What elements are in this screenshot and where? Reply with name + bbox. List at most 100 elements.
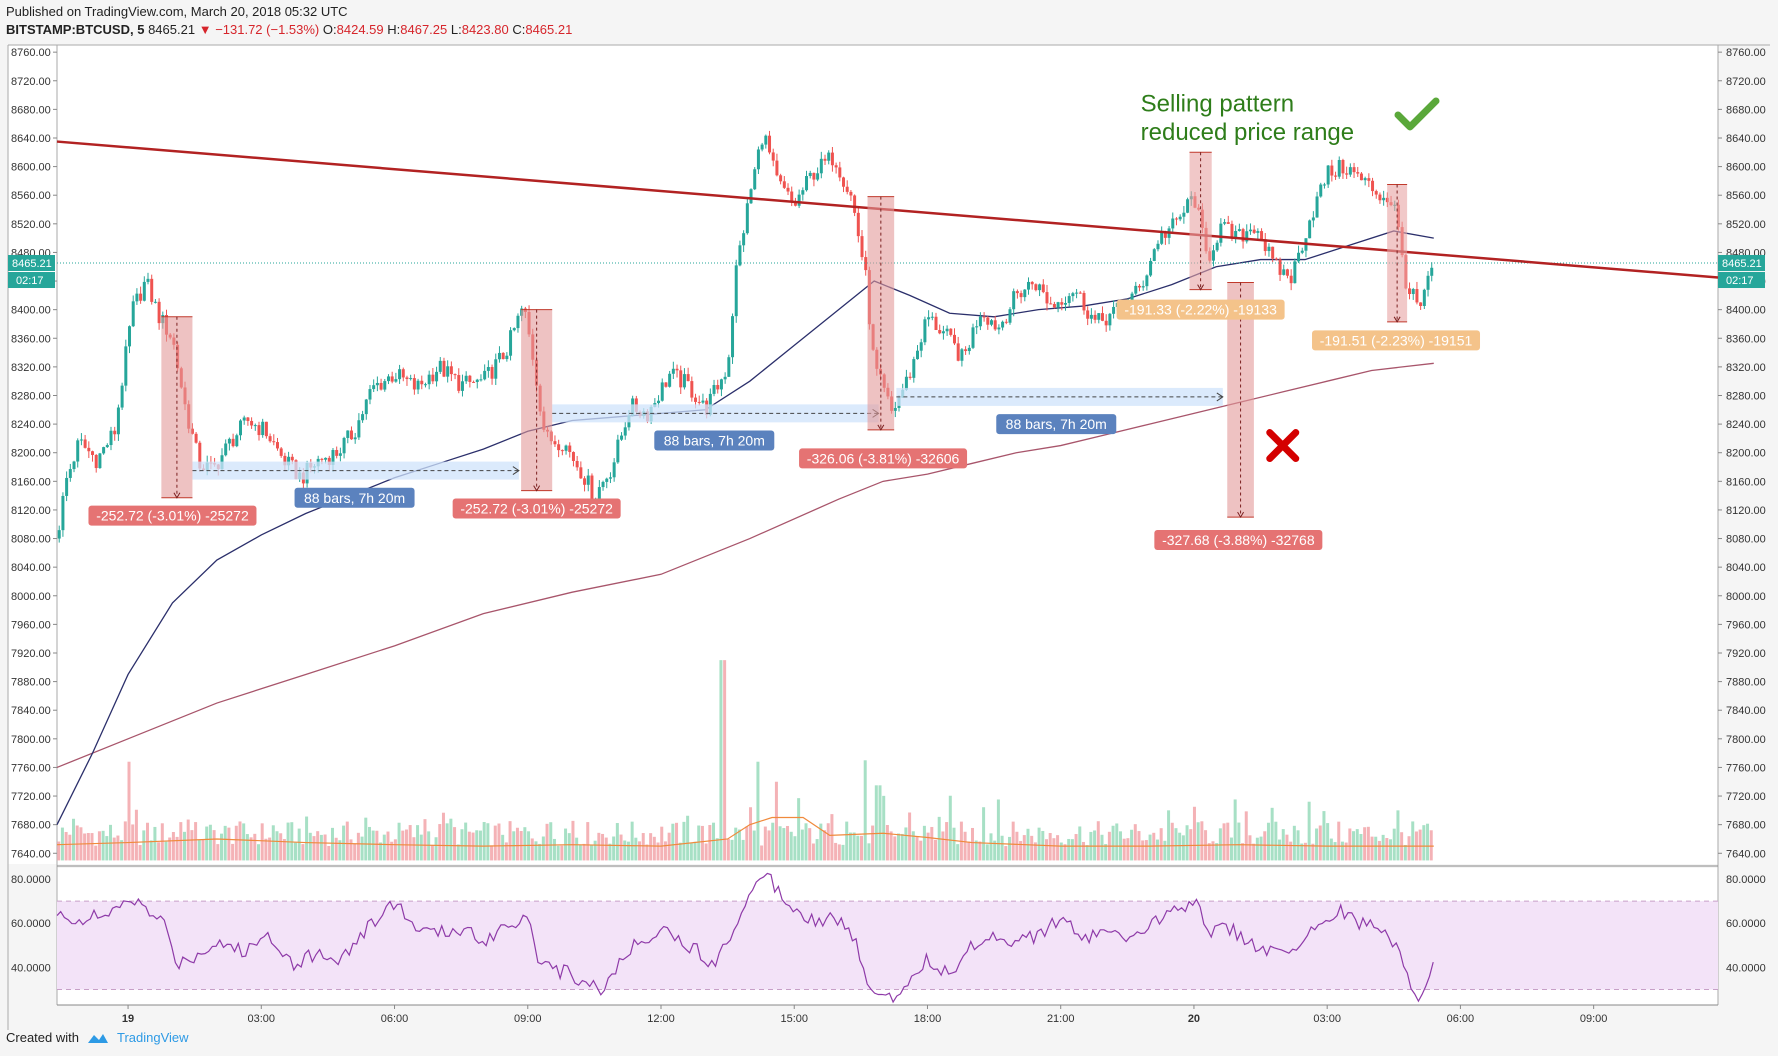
volume-bar — [356, 832, 360, 861]
candle-body — [349, 430, 353, 440]
volume-bar — [719, 660, 723, 861]
candle-body — [61, 495, 65, 531]
candle-body — [1130, 293, 1134, 304]
candle-body — [324, 457, 328, 460]
candle-body — [1230, 223, 1234, 238]
candle-body — [660, 382, 664, 401]
candle-body — [1348, 167, 1352, 175]
volume-bar — [545, 823, 549, 861]
time-tick-label: 06:00 — [381, 1013, 409, 1025]
price-range-label: -252.72 (-3.01%) -25272 — [460, 501, 613, 517]
candle-body — [279, 448, 283, 456]
volume-bar — [530, 838, 534, 861]
price-tick-label-left: 7720.00 — [11, 791, 51, 803]
volume-average-line — [56, 816, 1434, 847]
volume-bar — [1163, 840, 1167, 861]
candle-body — [1211, 250, 1215, 261]
candle-body — [1049, 303, 1053, 305]
volume-bar — [1403, 844, 1407, 861]
candle-body — [431, 374, 435, 382]
candle-body — [446, 366, 450, 377]
price-tick-label-left: 8160.00 — [11, 476, 51, 488]
volume-bar — [552, 838, 556, 861]
candle-body — [1263, 239, 1267, 252]
footer: Created with TradingView — [6, 1030, 189, 1045]
candle-body — [682, 374, 686, 388]
volume-bar — [571, 820, 575, 861]
candle-body — [623, 427, 627, 436]
arrow-head-icon — [512, 466, 520, 476]
volume-bar — [1174, 828, 1178, 861]
volume-bar — [1218, 828, 1222, 861]
candle-body — [346, 430, 350, 438]
candle-body — [438, 360, 442, 372]
volume-bar — [589, 844, 593, 861]
time-tick-label: 12:00 — [647, 1013, 675, 1025]
price-chart[interactable]: 8760.00 8760.00 8720.00 8720.00 8680.00 8680.… — [0, 40, 1778, 1030]
price-range-band — [1227, 282, 1254, 518]
volume-bar — [900, 833, 904, 861]
candle-body — [150, 278, 154, 302]
volume-bar — [449, 818, 453, 861]
volume-bar — [1059, 842, 1063, 861]
volume-bar — [830, 814, 834, 861]
candle-body — [287, 456, 291, 466]
volume-bar — [1244, 811, 1248, 861]
candle-body — [916, 350, 920, 360]
candle-body — [442, 360, 446, 377]
volume-bar — [826, 823, 830, 861]
candle-body — [1245, 231, 1249, 242]
volume-bar — [1011, 821, 1015, 861]
date-range-label-bg — [654, 430, 775, 451]
volume-bar — [1181, 835, 1185, 861]
volume-bar — [1044, 839, 1048, 861]
volume-bar — [460, 829, 464, 861]
candle-body — [712, 385, 716, 394]
candle-body — [1422, 289, 1426, 306]
candle-body — [368, 389, 372, 400]
volume-bar — [234, 825, 238, 861]
candle-body — [842, 177, 846, 187]
volume-bar — [493, 825, 497, 861]
candle-body — [124, 346, 128, 386]
candle-body — [1186, 199, 1190, 213]
volume-bar — [919, 840, 923, 861]
volume-bar — [301, 844, 305, 861]
volume-bar — [282, 839, 286, 861]
candle-body — [235, 435, 239, 447]
candle-body — [327, 457, 331, 465]
candle-body — [383, 381, 387, 390]
volume-bar — [1292, 825, 1296, 861]
arrow-head-icon — [1393, 316, 1401, 323]
candle-body — [1086, 310, 1090, 319]
candle-body — [1149, 260, 1153, 276]
candle-body — [194, 433, 198, 443]
tradingview-link[interactable]: TradingView — [116, 1030, 189, 1045]
candle-body — [1145, 275, 1149, 287]
volume-bar — [963, 831, 967, 861]
volume-bar — [797, 798, 801, 861]
price-tick-label-right: 7800.00 — [1726, 734, 1766, 746]
volume-bar — [841, 844, 845, 861]
candle-body — [509, 330, 513, 356]
candle-body — [908, 376, 912, 378]
candle-body — [923, 319, 927, 343]
countdown-tag-text-right: 02:17 — [1726, 275, 1754, 287]
volume-bar — [1093, 830, 1097, 861]
candle-body — [797, 194, 801, 206]
candle-body — [275, 442, 279, 449]
price-range-label-bg — [88, 505, 257, 526]
candle-body — [564, 445, 568, 451]
volume-bar — [1144, 840, 1148, 861]
candle-body — [856, 212, 860, 237]
volume-bar — [823, 830, 827, 861]
volume-bar — [393, 839, 397, 861]
volume-bar — [623, 840, 627, 861]
cross-icon — [1266, 429, 1300, 463]
volume-bar — [72, 818, 76, 861]
candle-body — [860, 236, 864, 258]
candle-body — [1308, 220, 1312, 239]
volume-bar — [1303, 842, 1307, 861]
candle-body — [745, 203, 749, 234]
volume-bar — [686, 815, 690, 861]
